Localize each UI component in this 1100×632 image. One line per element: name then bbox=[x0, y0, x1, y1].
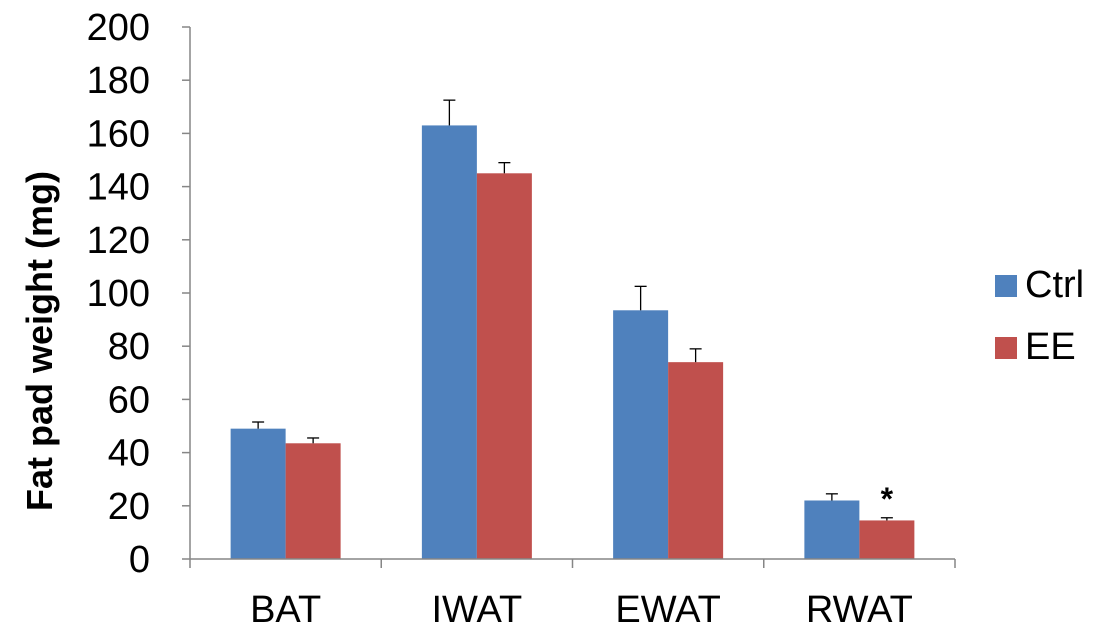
bar-ctrl-iwat bbox=[421, 125, 477, 560]
x-category-label: IWAT bbox=[431, 589, 522, 631]
annotations: * bbox=[881, 481, 894, 517]
bar-ctrl-rwat bbox=[804, 500, 860, 559]
bar-ee-ewat bbox=[668, 362, 724, 559]
y-tick-label: 140 bbox=[87, 167, 150, 209]
y-tick-label: 160 bbox=[87, 113, 150, 155]
bars bbox=[230, 125, 915, 560]
error-bars bbox=[252, 99, 893, 521]
y-tick-label: 120 bbox=[87, 220, 150, 262]
x-category-label: EWAT bbox=[615, 589, 721, 631]
y-tick-label: 20 bbox=[108, 486, 150, 528]
bar-ctrl-bat bbox=[230, 428, 286, 559]
legend: Ctrl EE bbox=[995, 264, 1084, 368]
y-tick-label: 40 bbox=[108, 433, 150, 475]
y-tick-label: 200 bbox=[87, 7, 150, 49]
x-category-label: RWAT bbox=[806, 589, 913, 631]
legend-label-ee: EE bbox=[1025, 326, 1076, 368]
bar-ee-rwat bbox=[859, 520, 915, 559]
y-axis-ticks: 0 20 40 60 80 100 120 140 160 180 200 bbox=[87, 7, 190, 581]
significance-mark: * bbox=[881, 481, 894, 517]
bar-ee-bat bbox=[285, 443, 341, 559]
y-tick-label: 60 bbox=[108, 379, 150, 421]
legend-swatch-ee bbox=[995, 337, 1017, 359]
legend-label-ctrl: Ctrl bbox=[1025, 264, 1084, 306]
bar-ee-iwat bbox=[476, 173, 532, 560]
y-axis-title: Fat pad weight (mg) bbox=[19, 171, 60, 511]
y-tick-label: 80 bbox=[108, 326, 150, 368]
axes bbox=[189, 27, 956, 568]
legend-swatch-ctrl bbox=[995, 275, 1017, 297]
y-tick-label: 0 bbox=[129, 539, 150, 581]
x-category-label: BAT bbox=[250, 589, 321, 631]
bar-ctrl-ewat bbox=[613, 310, 669, 559]
y-tick-label: 100 bbox=[87, 273, 150, 315]
y-tick-label: 180 bbox=[87, 60, 150, 102]
x-axis-categories: BAT IWAT EWAT RWAT bbox=[250, 589, 913, 631]
